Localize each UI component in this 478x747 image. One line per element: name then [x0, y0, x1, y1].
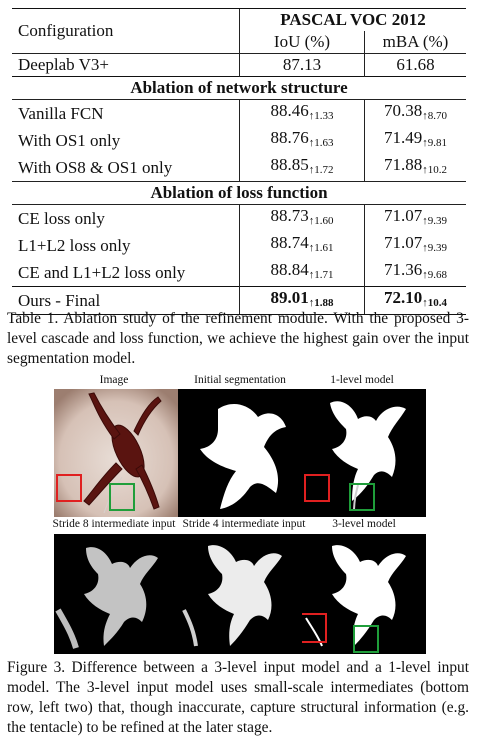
- table-row: With OS8 & OS1 only 88.85↑1.72 71.88↑10.…: [12, 154, 466, 182]
- ablation-table: Configuration PASCAL VOC 2012 IoU (%) mB…: [12, 8, 466, 315]
- table-caption: Table 1. Ablation study of the refinemen…: [7, 310, 469, 367]
- stride-4-mask: [182, 545, 282, 647]
- label-stride-8: Stride 8 intermediate input: [52, 518, 176, 530]
- table-row: Vanilla FCN 88.46↑1.33 70.38↑8.70: [12, 99, 466, 127]
- crayfish-photo: [54, 389, 178, 517]
- final-name: Ours - Final: [12, 286, 240, 315]
- stride-8-mask: [55, 547, 158, 649]
- row-iou: 88.84↑1.71: [239, 259, 365, 287]
- row-name: Vanilla FCN: [18, 103, 104, 123]
- row-name: CE and L1+L2 loss only: [18, 262, 186, 282]
- table-row: CE loss only 88.73↑1.60 71.07↑9.39: [12, 204, 466, 232]
- row-name: CE loss only: [18, 208, 105, 228]
- 3-level-model-panel: [302, 534, 426, 654]
- section-title-loss: Ablation of loss function: [12, 181, 466, 205]
- table-row-final: Ours - Final 89.01↑1.88 72.10↑10.4: [12, 286, 466, 315]
- row-iou: 88.85↑1.72: [239, 154, 365, 182]
- stride-4-panel: [178, 534, 302, 654]
- row-iou: 88.73↑1.60: [239, 204, 365, 232]
- row-mba: 71.07↑9.39: [364, 204, 466, 232]
- baseline-mba: 61.68: [364, 53, 466, 77]
- label-initial-segmentation: Initial segmentation: [194, 374, 286, 386]
- final-mba: 72.10↑10.4: [364, 286, 466, 315]
- final-iou: 89.01↑1.88: [239, 286, 365, 315]
- initial-segmentation-panel: [178, 389, 302, 517]
- initial-segmentation-mask: [200, 403, 286, 509]
- row-name: With OS8 & OS1 only: [18, 157, 173, 177]
- baseline-name: Deeplab V3+: [12, 53, 240, 77]
- header-mba: mBA (%): [364, 31, 466, 54]
- row-mba: 71.49↑9.81: [364, 127, 466, 154]
- 1-level-model-panel: [302, 389, 426, 517]
- 1-level-model-mask: [304, 401, 406, 512]
- row-iou: 88.46↑1.33: [239, 99, 365, 127]
- row-mba: 70.38↑8.70: [364, 99, 466, 127]
- section-title-structure: Ablation of network structure: [12, 76, 466, 100]
- label-image: Image: [99, 374, 129, 386]
- row-mba: 71.07↑9.39: [364, 232, 466, 259]
- table-row: With OS1 only 88.76↑1.63 71.49↑9.81: [12, 127, 466, 154]
- row-iou: 88.76↑1.63: [239, 127, 365, 154]
- table-row: L1+L2 loss only 88.74↑1.61 71.07↑9.39: [12, 232, 466, 259]
- row-iou: 88.74↑1.61: [239, 232, 365, 259]
- row-mba: 71.36↑9.68: [364, 259, 466, 287]
- label-3-level-model: 3-level model: [332, 518, 396, 530]
- stride-8-panel: [54, 534, 178, 654]
- figure-caption: Figure 3. Difference between a 3-level i…: [7, 659, 469, 736]
- header-configuration: Configuration: [12, 8, 240, 54]
- 3-level-model-mask: [302, 545, 406, 653]
- row-name: With OS1 only: [18, 130, 121, 150]
- label-stride-4: Stride 4 intermediate input: [182, 518, 306, 530]
- header-dataset: PASCAL VOC 2012: [239, 8, 466, 31]
- header-iou: IoU (%): [239, 31, 365, 54]
- table-row: CE and L1+L2 loss only 88.84↑1.71 71.36↑…: [12, 259, 466, 287]
- crayfish-photo-drawing: [54, 389, 178, 517]
- row-mba: 71.88↑10.2: [364, 154, 466, 182]
- baseline-iou: 87.13: [239, 53, 365, 77]
- label-1-level-model: 1-level model: [330, 374, 394, 386]
- row-name: L1+L2 loss only: [18, 235, 131, 255]
